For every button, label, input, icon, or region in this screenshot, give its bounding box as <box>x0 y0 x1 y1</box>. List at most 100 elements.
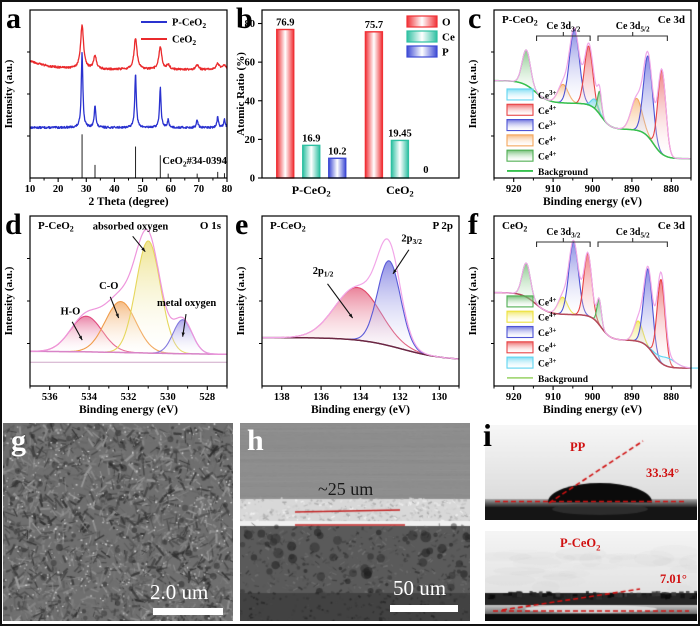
bracket-label: Ce 3d3/2 <box>546 21 580 34</box>
x-tick-label: 920 <box>506 184 522 195</box>
sem-h-scale-bar <box>390 605 458 612</box>
legend-swatch <box>406 30 438 43</box>
sample-label: P-CeO2 <box>502 14 538 28</box>
atomic-ratio-bar-chart: 0 20 40 60 80 Atomic Ratio (%) 76.9 16.9 10.2 P-C… <box>235 9 460 199</box>
xps-envelope-curve <box>493 239 691 369</box>
panel-letter-f: f <box>468 208 478 241</box>
x-tick-label: 80 <box>222 184 233 195</box>
legend-swatch <box>406 45 438 58</box>
x-tick-label: 532 <box>121 392 137 403</box>
y-axis-label: Atomic Ratio (%) <box>235 52 247 136</box>
y-tick-label: 80 <box>245 19 256 30</box>
legend-swatch <box>506 88 534 101</box>
legend-label: Ce3+ <box>538 120 556 132</box>
sem-surface-image <box>3 423 233 621</box>
x-axis-label: Binding energy (eV) <box>543 196 642 208</box>
x-tick-label: 30 <box>81 184 92 195</box>
x-tick-label: 920 <box>506 392 522 403</box>
legend-label: Ce3+ <box>538 90 556 102</box>
bracket-label: Ce 3d5/2 <box>616 21 650 34</box>
legend-swatch <box>506 103 534 116</box>
xps-envelope-curve <box>262 238 460 360</box>
xps-ce3d-pceo2-chart: 920 910 900 890 880 Binding energy (eV) Intens… <box>467 9 692 208</box>
legend-label: Ce4+ <box>538 312 556 324</box>
x-tick-label: 890 <box>624 392 640 403</box>
bar-P <box>328 157 347 179</box>
x-axis-label: Binding energy (eV) <box>311 404 410 416</box>
panel-letter-e: e <box>235 208 249 241</box>
legend-swatch <box>506 149 534 162</box>
y-axis-label: Intensity (a.u.) <box>3 59 15 128</box>
x-axis-label: Binding energy (eV) <box>79 404 178 416</box>
xps-envelope-curve <box>494 26 691 160</box>
x-tick-label: 910 <box>545 184 561 195</box>
legend-label: Ce3+ <box>538 358 556 370</box>
y-axis-label: Intensity (a.u.) <box>235 266 247 335</box>
legend-label: Ce <box>442 32 455 44</box>
ca-top-angle-label: 33.34° <box>646 466 680 480</box>
bar-value-label: 75.7 <box>365 20 383 31</box>
sem-cross-section-image <box>240 423 470 621</box>
bracket <box>536 241 591 247</box>
bar-Ce <box>302 144 321 179</box>
xrd-curve <box>29 24 228 71</box>
bar-O <box>276 28 295 179</box>
sample-label: CeO2 <box>502 220 527 234</box>
y-tick-label: 40 <box>245 96 256 107</box>
xps-ce3d-ceo2-chart: 920 910 900 890 880 Binding energy (eV) Intens… <box>467 215 698 416</box>
x-axis-label: 2 Theta (degree) <box>88 196 168 208</box>
panel-letter-c: c <box>468 2 482 35</box>
x-tick-label: 132 <box>392 392 408 403</box>
peak-annotation: absorbed oxygen <box>93 222 169 233</box>
xps-p2p-chart: 138 136 134 132 130 Binding energy (eV) Intens… <box>235 215 460 416</box>
axes-box <box>29 9 228 179</box>
xrd-chart: CeO2#34-0394 10 20 30 40 50 60 70 80 2 Theta (deg… <box>3 9 233 208</box>
legend-label: Background <box>538 168 589 178</box>
peak-annotation: metal oxygen <box>157 298 216 309</box>
xps-o1s-chart: 536 534 532 530 528 Binding energy (eV) Intens… <box>3 215 228 416</box>
bar-value-label: 16.9 <box>302 133 320 144</box>
xrd-curve <box>29 52 228 130</box>
x-tick-label: 70 <box>194 184 205 195</box>
legend-label: CeO2 <box>172 35 196 48</box>
legend-label: O <box>442 17 451 29</box>
category-label: P-CeO2 <box>292 183 331 199</box>
legend-label: Ce3+ <box>538 327 556 339</box>
xps-background-curve <box>30 350 227 355</box>
legend-label: Ce4+ <box>538 343 556 355</box>
category-label: CeO2 <box>386 183 414 199</box>
bar-value-label: 10.2 <box>328 146 346 157</box>
legend-label: P-CeO2 <box>172 18 206 31</box>
legend-swatch <box>506 310 534 323</box>
legend-label: Ce4+ <box>538 297 556 309</box>
region-label: O 1s <box>200 220 222 232</box>
bracket <box>536 35 591 41</box>
x-tick-label: 536 <box>42 392 58 403</box>
bracket-label: Ce 3d3/2 <box>546 227 580 240</box>
x-tick-label: 20 <box>53 184 64 195</box>
x-tick-label: 530 <box>160 392 176 403</box>
legend-swatch <box>506 356 534 369</box>
legend-label: Ce4+ <box>538 105 556 117</box>
ca-bottom-sample-label: P-CeO2 <box>560 536 601 553</box>
ca-top-sample-label: PP <box>570 440 586 454</box>
sem-g-scale-label: 2.0 um <box>150 580 209 604</box>
x-axis-label: Binding energy (eV) <box>543 404 642 416</box>
y-axis-label: Intensity (a.u.) <box>467 266 479 335</box>
xps-background-curve <box>262 336 460 360</box>
legend-label: Background <box>538 375 589 385</box>
legend-swatch <box>506 325 534 339</box>
sem-g-scale-bar <box>153 608 223 615</box>
x-tick-label: 528 <box>199 392 215 403</box>
xps-envelope-curve <box>30 228 227 355</box>
legend-label: Ce4+ <box>538 136 556 148</box>
x-tick-label: 50 <box>137 184 148 195</box>
region-label: Ce 3d <box>658 220 685 232</box>
legend-swatch <box>506 134 534 147</box>
bar-value-label: 0 <box>423 165 428 176</box>
legend-swatch <box>406 15 438 28</box>
y-axis-label: Intensity (a.u.) <box>3 266 15 335</box>
x-tick-label: 10 <box>25 184 36 195</box>
legend-swatch <box>506 341 534 354</box>
